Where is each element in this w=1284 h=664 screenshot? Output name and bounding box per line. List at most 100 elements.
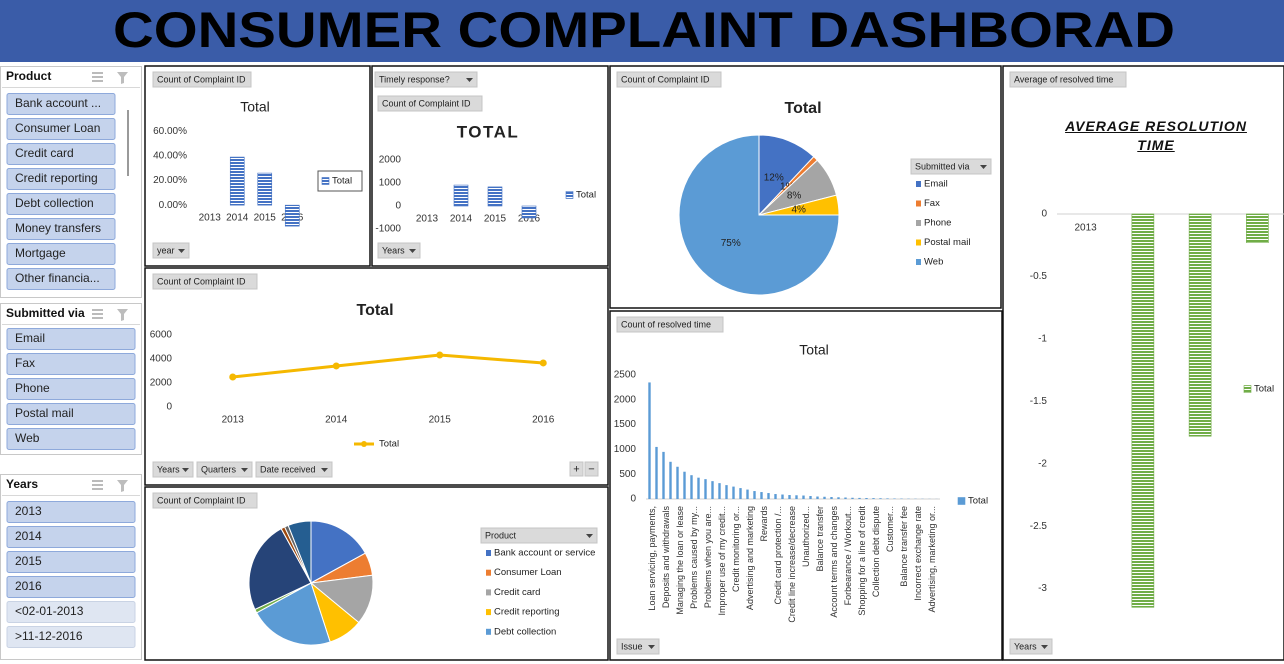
field-button-label[interactable]: Count of resolved time (621, 319, 711, 329)
bar (872, 498, 875, 499)
bar (229, 156, 245, 206)
field-button-label[interactable]: Count of Complaint ID (157, 495, 246, 505)
field-button[interactable] (255, 461, 333, 478)
field-button[interactable] (616, 316, 724, 333)
slicer-item-label[interactable]: Credit reporting (15, 171, 98, 185)
slicer-item[interactable] (6, 353, 136, 375)
slicer-item-label[interactable]: Money transfers (15, 221, 101, 235)
field-button[interactable] (152, 242, 190, 259)
x-tick-label: Rewards (759, 506, 769, 542)
multi-select-icon[interactable] (92, 309, 103, 319)
expand-button-label[interactable]: + (573, 463, 579, 475)
slicer-item-label[interactable]: Fax (15, 356, 35, 370)
pie-slice (248, 527, 312, 611)
slicer-item-label[interactable]: 2015 (15, 554, 42, 568)
field-button-label[interactable]: Count of Complaint ID (382, 98, 471, 108)
field-button[interactable] (616, 638, 660, 655)
field-button-label[interactable]: Average of resolved time (1014, 74, 1113, 84)
clear-filter-icon[interactable] (117, 72, 128, 84)
pie-label: 75% (721, 238, 741, 249)
field-button[interactable] (377, 95, 483, 112)
field-button-label[interactable]: Timely response? (379, 74, 450, 84)
x-tick-label: 2016 (532, 415, 555, 426)
clear-filter-icon[interactable] (117, 309, 128, 321)
slicer-item-label[interactable]: Web (15, 431, 40, 445)
field-button-label[interactable]: Years (1014, 641, 1037, 651)
slicer-item-label[interactable]: Postal mail (15, 406, 74, 420)
field-button-label[interactable]: Count of Complaint ID (157, 74, 246, 84)
x-tick-label: 2013 (199, 213, 222, 224)
dropdown-arrow (409, 249, 416, 253)
bar (697, 477, 700, 499)
slicer-item[interactable] (6, 118, 116, 140)
clear-filter-icon[interactable] (117, 480, 128, 492)
slicer-item-label[interactable]: Debt collection (15, 196, 94, 210)
slicer-item-label[interactable]: Consumer Loan (15, 121, 100, 135)
field-button-label[interactable]: Count of Complaint ID (621, 74, 710, 84)
slicer-item-label[interactable]: Phone (15, 381, 50, 395)
field-button-label[interactable]: Count of Complaint ID (157, 276, 246, 286)
field-button[interactable] (152, 71, 252, 88)
field-button-label[interactable]: Date received (260, 464, 316, 474)
field-button[interactable] (480, 527, 598, 544)
slicer-item[interactable] (6, 328, 136, 350)
field-button-label[interactable]: Quarters (201, 464, 237, 474)
slicer-item[interactable] (6, 378, 136, 400)
slicer-item[interactable] (6, 576, 136, 598)
multi-select-icon[interactable] (92, 480, 103, 490)
slicer-item[interactable] (6, 501, 136, 523)
field-button[interactable] (152, 492, 258, 509)
slicer-item[interactable] (6, 551, 136, 573)
expand-button-label[interactable]: − (588, 463, 594, 475)
slicer-item-label[interactable]: >11-12-2016 (15, 629, 83, 643)
slicer-item-label[interactable]: <02-01-2013 (15, 604, 84, 618)
slicer-item[interactable] (6, 601, 136, 623)
field-button[interactable] (377, 242, 421, 259)
slicer-item-label[interactable]: Credit card (15, 146, 74, 160)
slicer-item-label[interactable]: 2016 (15, 579, 42, 593)
field-button[interactable] (152, 273, 258, 290)
field-button[interactable] (1009, 71, 1127, 88)
field-button[interactable] (374, 71, 478, 88)
expand-button[interactable] (584, 461, 599, 477)
field-button[interactable] (196, 461, 253, 478)
expand-button[interactable] (569, 461, 584, 477)
field-button-label[interactable]: year (157, 245, 175, 255)
field-button[interactable] (1009, 638, 1053, 655)
bar (879, 498, 882, 499)
x-tick-label: Credit monitoring or... (731, 506, 741, 592)
field-button-label[interactable]: Years (157, 464, 180, 474)
slicer-item[interactable] (6, 193, 116, 215)
slicer-item[interactable] (6, 93, 116, 115)
slicer-item[interactable] (6, 243, 116, 265)
field-button-label[interactable]: Product (485, 530, 517, 540)
slicer-item-label[interactable]: 2013 (15, 504, 42, 518)
slicer-item[interactable] (6, 168, 116, 190)
bar (781, 494, 784, 499)
slicer-item-label[interactable]: Email (15, 331, 45, 345)
slicer-item[interactable] (6, 428, 136, 450)
dropdown-arrow (241, 468, 248, 472)
multi-select-icon[interactable] (92, 72, 103, 82)
slicer-item[interactable] (6, 403, 136, 425)
field-button-label[interactable]: Submitted via (915, 161, 970, 171)
field-button[interactable] (910, 158, 992, 175)
slicer-item[interactable] (6, 626, 136, 648)
slicer-item-label[interactable]: Other financia... (15, 271, 100, 285)
slicer-item-label[interactable]: Mortgage (15, 246, 66, 260)
slicer-item[interactable] (6, 526, 136, 548)
y-tick-label: 0 (166, 402, 172, 413)
slicer-item[interactable] (6, 268, 116, 290)
field-button-label[interactable]: Issue (621, 641, 643, 651)
slicer-item[interactable] (6, 218, 116, 240)
slicer-item-label[interactable]: Bank account ... (15, 96, 101, 110)
pie-label: 12% (764, 172, 784, 183)
field-button[interactable] (616, 71, 722, 88)
slicer-item[interactable] (6, 143, 116, 165)
slicer-item-label[interactable]: 2014 (15, 529, 42, 543)
field-button-label[interactable]: Years (382, 245, 405, 255)
legend-label: Bank account or service (494, 548, 595, 559)
field-button[interactable] (152, 461, 194, 478)
